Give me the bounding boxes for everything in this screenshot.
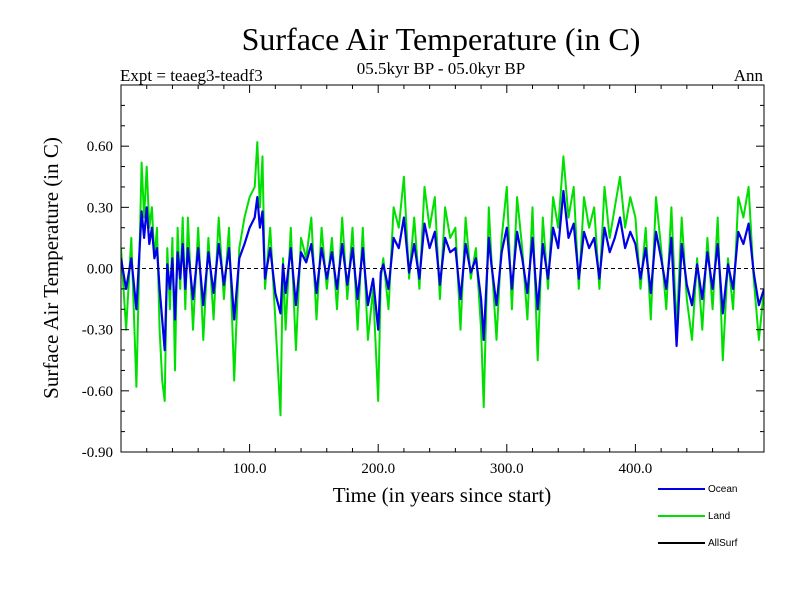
x-axis-label: Time (in years since start) [333, 483, 552, 507]
y-tick-label: 0.60 [87, 139, 113, 155]
series-line-land [121, 141, 764, 417]
x-tick-label: 200.0 [361, 461, 395, 477]
y-axis: -0.90 -0.60 -0.30 0.00 0.30 0.60 [82, 84, 764, 461]
y-axis-label: Surface Air Temperature (in C) [39, 137, 63, 399]
y-tick-label: -0.90 [82, 445, 113, 461]
x-tick-label: 400.0 [619, 461, 653, 477]
legend-label-allsurf: AllSurf [708, 538, 738, 549]
y-tick-label: 0.30 [87, 200, 113, 216]
y-tick-label: -0.30 [82, 323, 113, 339]
chart-subtitle: 05.5kyr BP - 05.0kyr BP [357, 59, 525, 78]
legend-label-ocean: Ocean [708, 484, 737, 495]
chart-title: Surface Air Temperature (in C) [242, 21, 641, 57]
x-tick-label: 100.0 [233, 461, 267, 477]
legend-label-land: Land [708, 511, 730, 522]
y-tick-label: -0.60 [82, 384, 113, 400]
series-line-ocean [121, 189, 764, 352]
x-tick-label: 300.0 [490, 461, 524, 477]
x-axis: 100.0 200.0 300.0 400.0 [146, 85, 739, 477]
experiment-label: Expt = teaeg3-teadf3 [120, 66, 263, 85]
series-layer [121, 141, 764, 417]
legend: Ocean Land AllSurf [658, 484, 738, 549]
y-tick-label: 0.00 [87, 262, 113, 278]
season-label: Ann [734, 66, 764, 85]
